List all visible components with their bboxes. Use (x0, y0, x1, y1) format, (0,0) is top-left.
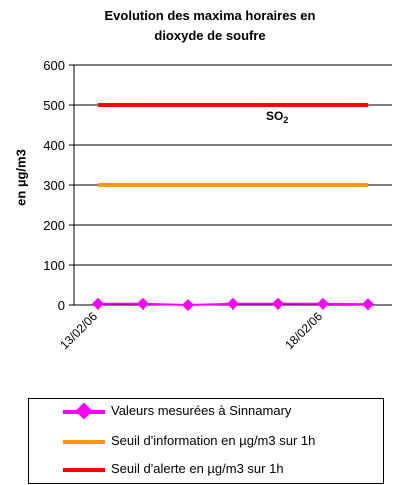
measured-point-6 (362, 298, 374, 311)
legend-swatch-alert-threshold (63, 468, 105, 472)
plot-area: 0 100 200 300 400 500 600 SO2 13/02/06 18/02/06 (43, 58, 392, 352)
measured-point-1 (137, 297, 149, 310)
legend-label-information-threshold: Seuil d'information en µg/m3 sur 1h (111, 433, 316, 448)
chart: Evolution des maxima horaires en dioxyde… (14, 6, 392, 352)
y-tick-label-400: 400 (43, 138, 65, 153)
measured-point-4 (272, 297, 284, 310)
x-tick-label-1: 18/02/06 (282, 309, 325, 352)
legend-label-alert-threshold: Seuil d'alerte en µg/m3 sur 1h (111, 461, 284, 476)
chart-title-line-1: Evolution des maxima horaires en (104, 8, 316, 23)
measured-point-2 (182, 299, 194, 311)
y-tick-label-0: 0 (58, 298, 65, 313)
chart-title-line-2: dioxyde de soufre (154, 28, 266, 43)
y-tick-label-500: 500 (43, 98, 65, 113)
y-tick-label-100: 100 (43, 258, 65, 273)
measured-point-0 (92, 297, 104, 310)
legend-diamond-marker (75, 402, 93, 420)
so2-annotation: SO2 (266, 109, 288, 125)
measured-point-3 (227, 297, 239, 310)
legend-swatch-information-threshold (63, 440, 105, 444)
legend-label-measured: Valeurs mesurées à Sinnamary (111, 403, 292, 418)
y-tick-label-200: 200 (43, 218, 65, 233)
legend: Valeurs mesurées à Sinnamary Seuil d'inf… (28, 398, 384, 484)
y-tick-label-300: 300 (43, 178, 65, 193)
chart-title: Evolution des maxima horaires en dioxyde… (60, 6, 360, 46)
y-tick-label-600: 600 (43, 58, 65, 73)
measured-point-5 (317, 297, 329, 310)
x-tick-label-0: 13/02/06 (57, 309, 100, 352)
